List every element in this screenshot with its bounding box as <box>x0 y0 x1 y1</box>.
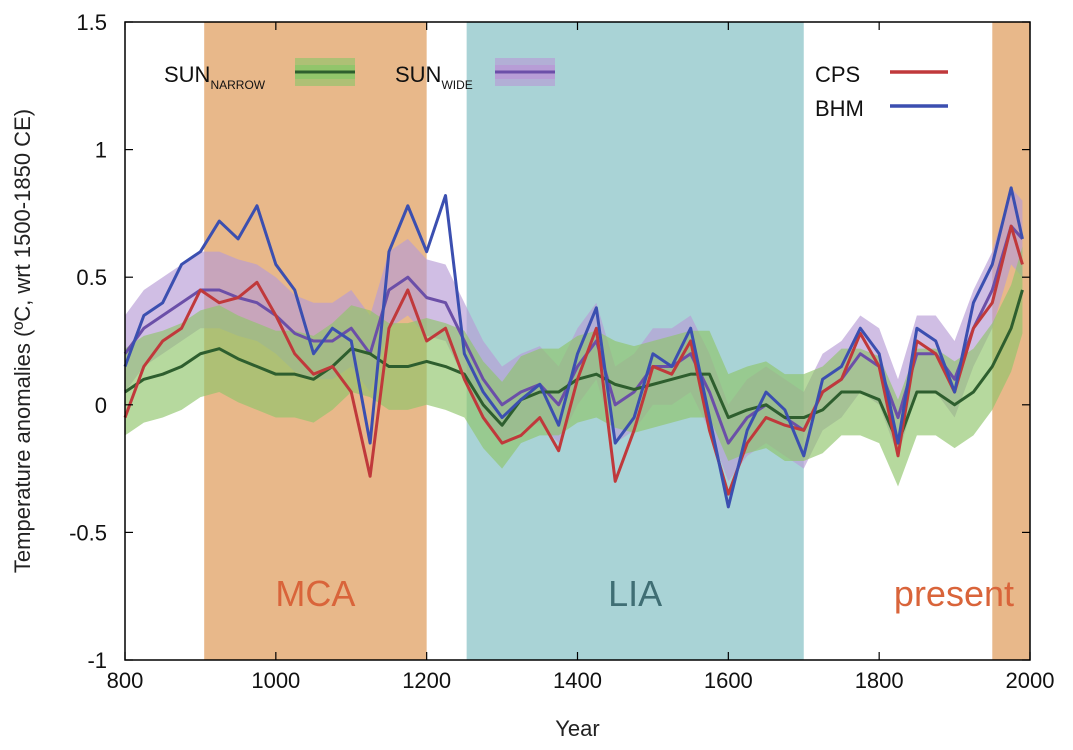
period-band-lia <box>466 22 804 660</box>
x-tick-label: 1200 <box>402 668 451 693</box>
x-tick-label: 1000 <box>251 668 300 693</box>
period-label-mca: MCA <box>275 573 355 614</box>
series-lines <box>123 186 1024 509</box>
period-label-present: present <box>894 573 1014 614</box>
axis-ticks: 800 1000 1200 1400 1600 1800 2000 -1 -0.5 0 0.5 1 1.… <box>69 10 1054 693</box>
y-axis-title: Temperature anomalies (ºC, wrt 1500-1850… <box>10 109 35 573</box>
y-tick-label: -1 <box>87 648 107 673</box>
y-tick-label: 0 <box>95 393 107 418</box>
series-line-cps <box>123 224 1024 496</box>
y-tick-label: 1.5 <box>76 10 107 35</box>
x-tick-label: 2000 <box>1006 668 1055 693</box>
x-axis-title: Year <box>555 716 599 741</box>
y-tick-label: -0.5 <box>69 520 107 545</box>
x-tick-label: 1600 <box>704 668 753 693</box>
legend: SUNNARROW SUNWIDE CPS BHM <box>164 58 948 121</box>
period-labels: MCA LIA present <box>275 573 1014 614</box>
legend-sun-narrow-label: SUNNARROW <box>164 62 266 92</box>
series-line-bhm <box>123 186 1024 509</box>
y-tick-label: 1 <box>95 138 107 163</box>
y-tick-label: 0.5 <box>76 265 107 290</box>
x-tick-label: 800 <box>107 668 144 693</box>
legend-cps-label: CPS <box>815 62 860 87</box>
period-label-lia: LIA <box>608 573 662 614</box>
legend-bhm-label: BHM <box>815 96 864 121</box>
x-tick-label: 1800 <box>855 668 904 693</box>
x-tick-label: 1400 <box>553 668 602 693</box>
legend-sun-wide-label: SUNWIDE <box>395 62 473 92</box>
